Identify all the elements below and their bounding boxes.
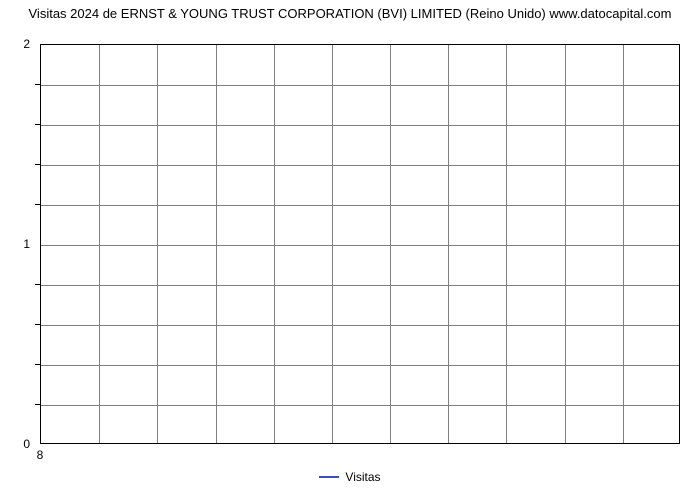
grid-line-horizontal bbox=[41, 205, 679, 206]
grid-line-horizontal bbox=[41, 285, 679, 286]
legend-line bbox=[319, 476, 339, 478]
grid-line-vertical bbox=[390, 45, 391, 443]
y-tick-label: 1 bbox=[0, 237, 30, 251]
y-minor-tick bbox=[35, 164, 40, 165]
grid-line-horizontal bbox=[41, 245, 679, 246]
grid-line-horizontal bbox=[41, 125, 679, 126]
y-minor-tick bbox=[35, 404, 40, 405]
y-minor-tick bbox=[35, 124, 40, 125]
grid-line-horizontal bbox=[41, 365, 679, 366]
grid-line-vertical bbox=[506, 45, 507, 443]
grid-line-vertical bbox=[274, 45, 275, 443]
y-minor-tick bbox=[35, 204, 40, 205]
grid-line-vertical bbox=[448, 45, 449, 443]
chart-title: Visitas 2024 de ERNST & YOUNG TRUST CORP… bbox=[0, 6, 700, 23]
grid-line-horizontal bbox=[41, 325, 679, 326]
grid-line-vertical bbox=[99, 45, 100, 443]
grid-line-horizontal bbox=[41, 165, 679, 166]
y-minor-tick bbox=[35, 364, 40, 365]
y-minor-tick bbox=[35, 84, 40, 85]
y-tick-label: 0 bbox=[0, 437, 30, 451]
legend-label: Visitas bbox=[345, 470, 380, 484]
legend: Visitas bbox=[0, 470, 700, 484]
y-tick-label: 2 bbox=[0, 37, 30, 51]
y-minor-tick bbox=[35, 324, 40, 325]
grid-line-vertical bbox=[623, 45, 624, 443]
y-minor-tick bbox=[35, 284, 40, 285]
grid-line-vertical bbox=[565, 45, 566, 443]
grid-line-horizontal bbox=[41, 405, 679, 406]
grid-line-vertical bbox=[216, 45, 217, 443]
grid-line-vertical bbox=[157, 45, 158, 443]
plot-area bbox=[40, 44, 680, 444]
x-tick-label: 8 bbox=[37, 448, 44, 462]
grid-line-vertical bbox=[332, 45, 333, 443]
chart-container: Visitas 2024 de ERNST & YOUNG TRUST CORP… bbox=[0, 0, 700, 500]
grid-line-horizontal bbox=[41, 85, 679, 86]
